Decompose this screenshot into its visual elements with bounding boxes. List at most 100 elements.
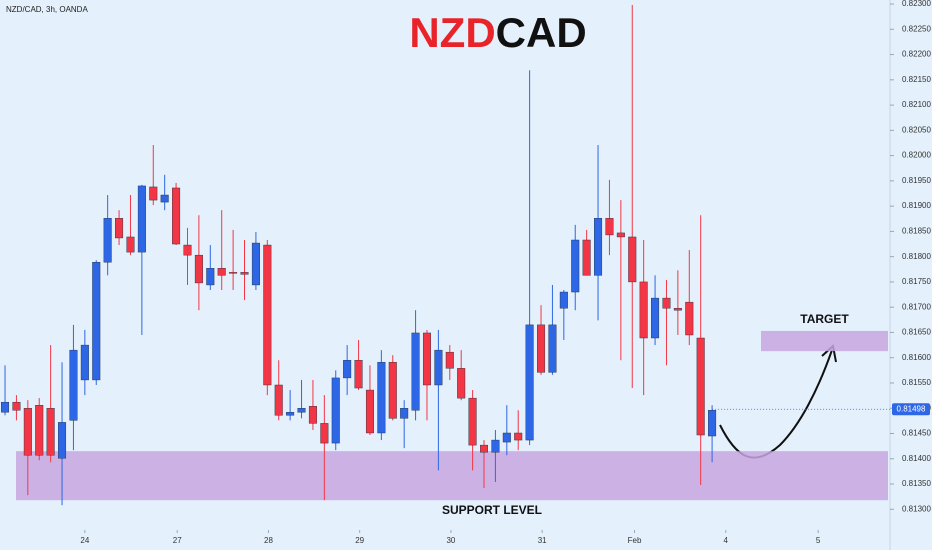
y-tick-label: 0.81300: [902, 504, 931, 513]
candle-body: [537, 324, 546, 373]
candle-body: [388, 362, 397, 419]
candle-body: [80, 344, 89, 381]
candle-body: [480, 444, 489, 453]
candle-body: [708, 410, 717, 437]
candle-body: [137, 185, 146, 253]
candle-body: [365, 389, 374, 434]
y-tick-label: 0.82000: [902, 151, 931, 160]
y-tick-label: 0.81900: [902, 201, 931, 210]
y-tick-label: 0.81800: [902, 252, 931, 261]
candle-body: [194, 254, 203, 284]
candle-body: [12, 401, 21, 411]
candle-body: [69, 349, 78, 421]
title-part: NZD: [409, 9, 495, 56]
x-tick-label: 31: [538, 536, 547, 545]
x-tick-label: 30: [446, 536, 455, 545]
y-tick-label: 0.81650: [902, 328, 931, 337]
y-tick-label: 0.82050: [902, 125, 931, 134]
candle-body: [411, 332, 420, 411]
candle-body: [251, 242, 260, 286]
zone: [16, 451, 888, 501]
candle-body: [571, 239, 580, 293]
candle-body: [149, 186, 158, 201]
y-tick-label: 0.81450: [902, 429, 931, 438]
x-tick-label: 5: [816, 536, 821, 545]
candle-body: [696, 337, 705, 436]
candle-body: [286, 412, 295, 416]
candle-body: [468, 397, 477, 446]
y-tick-label: 0.81550: [902, 378, 931, 387]
candle-body: [115, 218, 124, 239]
symbol-header: NZD/CAD, 3h, OANDA: [6, 5, 88, 14]
candle-body: [548, 324, 557, 373]
y-tick-label: 0.82250: [902, 24, 931, 33]
candle-body: [126, 236, 135, 253]
candle-body: [274, 384, 283, 416]
candle-body: [229, 272, 238, 274]
x-tick-label: 4: [724, 536, 729, 545]
candle-body: [160, 194, 169, 203]
candle-body: [183, 244, 192, 256]
candle-body: [457, 368, 466, 399]
candle-body: [594, 218, 603, 276]
y-tick-label: 0.81600: [902, 353, 931, 362]
candle-body: [1, 401, 10, 413]
y-tick-label: 0.81750: [902, 277, 931, 286]
candle-body: [377, 362, 386, 434]
candle-body: [491, 439, 500, 453]
candle-body: [514, 432, 523, 441]
y-tick-label: 0.82200: [902, 50, 931, 59]
candle-body: [354, 360, 363, 389]
candle-body: [308, 406, 317, 424]
x-tick-label: 28: [264, 536, 273, 545]
candle-body: [616, 232, 625, 238]
candle-body: [434, 349, 443, 386]
y-tick-label: 0.81350: [902, 479, 931, 488]
y-tick-label: 0.82100: [902, 100, 931, 109]
candle-body: [217, 268, 226, 276]
last-price-label: 0.81498: [897, 404, 926, 413]
candle-body: [172, 187, 181, 245]
chart-title: NZDCAD: [409, 9, 586, 56]
candle-body: [559, 291, 568, 309]
candle-body: [343, 360, 352, 379]
x-tick-label: 29: [355, 536, 364, 545]
candle-body: [605, 218, 614, 236]
candle-body: [662, 297, 671, 309]
y-tick-label: 0.82300: [902, 0, 931, 8]
candle-body: [685, 301, 694, 336]
candle-body: [35, 405, 44, 456]
y-tick-label: 0.81850: [902, 227, 931, 236]
candle-body: [628, 236, 637, 283]
candle-body: [651, 297, 660, 339]
y-tick-label: 0.81400: [902, 454, 931, 463]
zone-label: TARGET: [800, 312, 849, 326]
y-tick-label: 0.81950: [902, 176, 931, 185]
candle-body: [331, 377, 340, 444]
candle-body: [263, 244, 272, 386]
candle-body: [422, 332, 431, 386]
candle-body: [502, 432, 511, 443]
y-tick-label: 0.81700: [902, 302, 931, 311]
candle-body: [582, 239, 591, 276]
candle-body: [58, 422, 67, 459]
candle-body: [400, 408, 409, 419]
candle-body: [525, 324, 534, 441]
last-price-box: [892, 403, 930, 416]
candle-body: [92, 262, 101, 381]
y-tick-label: 0.82150: [902, 75, 931, 84]
candle-body: [103, 218, 112, 263]
title-part: CAD: [496, 9, 587, 56]
candle-body: [320, 423, 329, 444]
x-tick-label: Feb: [628, 536, 642, 545]
candle-body: [445, 351, 454, 369]
candle-body: [240, 272, 249, 275]
x-tick-label: 24: [80, 536, 89, 545]
candle-body: [206, 268, 215, 286]
candle-body: [639, 281, 648, 339]
candle-body: [46, 408, 55, 456]
zone-label: SUPPORT LEVEL: [442, 503, 542, 517]
projection-arrow: [719, 349, 833, 459]
